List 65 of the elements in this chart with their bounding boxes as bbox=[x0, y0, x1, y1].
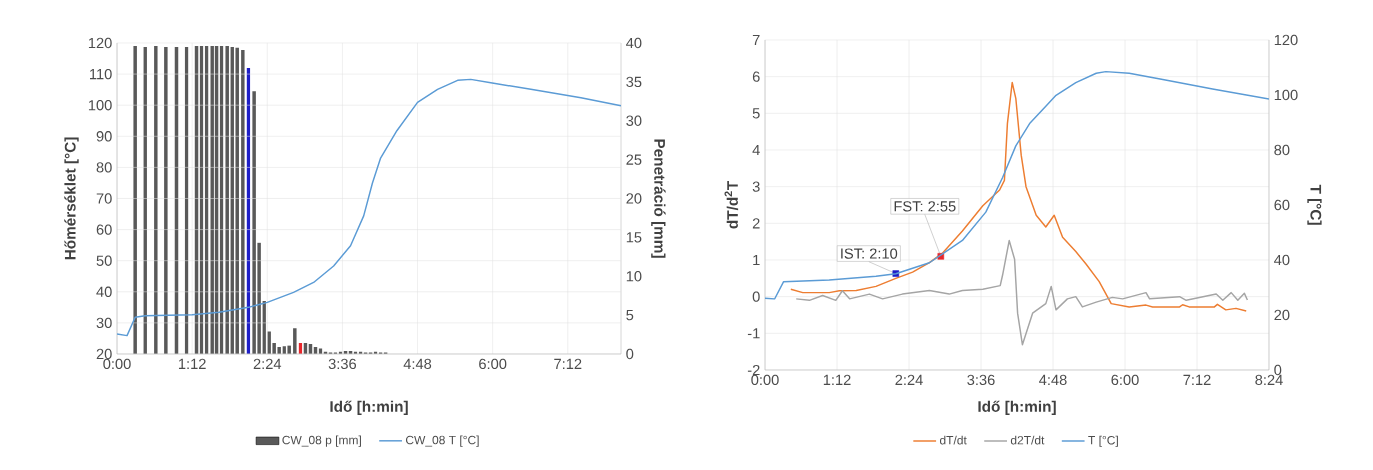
y2-axis-title: Penetráció [mm] bbox=[651, 139, 666, 258]
y2-tick-label: 10 bbox=[626, 271, 642, 282]
y-tick-label: 3 bbox=[752, 181, 760, 192]
y-tick-label: 120 bbox=[88, 37, 112, 49]
y-tick-label: 30 bbox=[96, 317, 112, 329]
y-tick-label: 0 bbox=[752, 291, 760, 302]
x-tick-label: 1:12 bbox=[178, 358, 206, 369]
annotation: IST: 2:10 bbox=[841, 248, 898, 259]
y-axis-title: dT/d$^{2}$T bbox=[724, 180, 739, 229]
x-tick-label: 2:24 bbox=[253, 358, 282, 369]
y-tick-label: 20 bbox=[96, 348, 112, 360]
y2-tick-label: 0 bbox=[626, 348, 634, 360]
x-tick-label: 3:36 bbox=[328, 358, 357, 370]
y-tick-label: 40 bbox=[96, 286, 112, 297]
legend-label: CW_08 p [mm] bbox=[282, 435, 361, 447]
x-tick-label: 1:12 bbox=[823, 374, 851, 385]
y2-tick-label: 20 bbox=[1274, 309, 1290, 321]
x-tick-label: 8:24 bbox=[1255, 374, 1283, 386]
x-tick-label: 7:12 bbox=[1183, 374, 1211, 385]
x-tick-label: 6:00 bbox=[1111, 374, 1139, 386]
y2-tick-label: 5 bbox=[626, 310, 634, 321]
y-tick-label: 6 bbox=[752, 71, 760, 82]
y2-tick-label: 35 bbox=[626, 76, 642, 88]
x-tick-label: 4:48 bbox=[1039, 374, 1067, 386]
y2-tick-label: 25 bbox=[626, 154, 642, 165]
y2-tick-label: 60 bbox=[1274, 199, 1290, 211]
y-tick-label: 7 bbox=[752, 34, 760, 46]
y-tick-label: -2 bbox=[747, 364, 760, 376]
y-tick-label: 110 bbox=[90, 68, 112, 80]
x-axis-title: Idő [h:min] bbox=[330, 400, 408, 415]
x-tick-label: 6:00 bbox=[479, 358, 507, 370]
y-tick-label: 50 bbox=[96, 255, 112, 266]
y-tick-label: 100 bbox=[88, 100, 112, 111]
y-tick-label: 60 bbox=[96, 224, 112, 235]
y2-tick-label: 40 bbox=[626, 37, 642, 49]
y2-tick-label: 15 bbox=[626, 232, 642, 243]
legend-label: d2T/dt bbox=[1010, 435, 1045, 445]
y2-tick-label: 30 bbox=[626, 115, 642, 126]
y2-tick-label: 80 bbox=[1274, 144, 1290, 156]
x-tick-label: 0:00 bbox=[751, 374, 779, 386]
y2-tick-label: 100 bbox=[1274, 89, 1298, 101]
y-tick-label: 70 bbox=[96, 193, 112, 204]
y-tick-label: 1 bbox=[753, 254, 760, 266]
x-tick-label: 3:36 bbox=[967, 374, 995, 386]
y-tick-label: 2 bbox=[752, 218, 760, 229]
legend-label: CW_08 T [°C] bbox=[405, 435, 479, 447]
x-tick-label: 0:00 bbox=[103, 358, 131, 370]
legend-label: T [°C] bbox=[1088, 435, 1118, 447]
x-tick-label: 4:48 bbox=[403, 358, 432, 370]
x-tick-label: 2:24 bbox=[895, 374, 923, 385]
y-axis-title: Hőmérséklet [°C] bbox=[64, 137, 79, 260]
legend-label: dT/dt bbox=[939, 435, 967, 445]
annotation: FST: 2:55 bbox=[894, 201, 956, 212]
y2-tick-label: 20 bbox=[626, 193, 642, 204]
y2-tick-label: 0 bbox=[1274, 364, 1282, 376]
x-tick-label: 7:12 bbox=[554, 358, 582, 369]
y-tick-label: 80 bbox=[96, 162, 112, 173]
y-tick-label: 5 bbox=[752, 108, 760, 119]
y-tick-label: -1 bbox=[747, 328, 760, 339]
y2-tick-label: 40 bbox=[1274, 254, 1290, 266]
y-tick-label: 4 bbox=[752, 144, 760, 156]
y-tick-label: 90 bbox=[96, 131, 112, 142]
y2-tick-label: 120 bbox=[1274, 34, 1298, 46]
x-axis-title: Idő [h:min] bbox=[978, 400, 1056, 415]
y2-axis-title: T [°C] bbox=[1307, 184, 1322, 225]
